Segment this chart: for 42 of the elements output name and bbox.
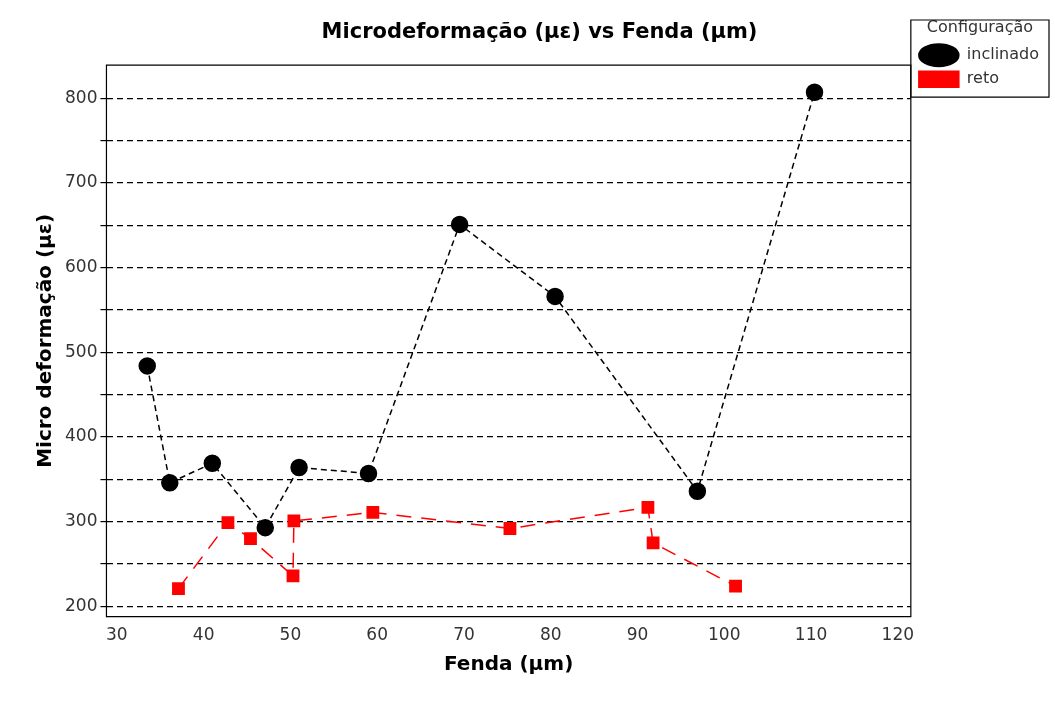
x-tick-label: 90 xyxy=(626,624,649,645)
point xyxy=(729,579,742,593)
x-tick-label: 100 xyxy=(708,624,741,645)
point xyxy=(359,464,378,483)
x-tick-label: 40 xyxy=(192,624,215,645)
point xyxy=(646,536,660,550)
x-tick-label: 30 xyxy=(106,624,128,645)
point xyxy=(546,287,564,306)
y-axis-title: Micro deformação (µε) xyxy=(32,213,57,468)
point xyxy=(203,454,222,473)
point xyxy=(290,458,308,477)
x-tick-label: 50 xyxy=(279,624,302,645)
chart-title: Microdeformação (µε) vs Fenda (µm) xyxy=(321,19,758,44)
x-tick-label: 120 xyxy=(881,624,915,645)
y-tick-label: 400 xyxy=(64,425,98,446)
x-tick-label: 110 xyxy=(794,624,828,645)
y-tick-label: 200 xyxy=(64,594,98,615)
y-tick-label: 700 xyxy=(64,171,98,192)
point xyxy=(805,83,824,102)
y-tick-label: 500 xyxy=(64,340,98,361)
legend-title: Configuração xyxy=(926,17,1034,37)
point xyxy=(641,500,655,514)
legend-label: reto xyxy=(966,68,999,88)
x-tick-label: 70 xyxy=(453,624,475,645)
point xyxy=(287,514,301,528)
y-tick-label: 600 xyxy=(64,256,98,277)
y-tick-label: 300 xyxy=(64,510,98,531)
x-tick-label: 80 xyxy=(539,624,562,645)
y-tick-label: 800 xyxy=(64,86,98,107)
x-axis-title: Fenda (µm) xyxy=(444,651,574,676)
point xyxy=(161,474,179,492)
point xyxy=(221,516,235,529)
point xyxy=(688,482,707,500)
x-tick-label: 60 xyxy=(366,624,388,645)
point xyxy=(138,357,156,375)
point xyxy=(503,522,517,535)
point xyxy=(256,518,274,537)
point xyxy=(172,582,185,596)
legend-label: inclinado xyxy=(966,44,1040,64)
point xyxy=(450,215,469,234)
point xyxy=(244,532,257,546)
point xyxy=(366,506,380,519)
